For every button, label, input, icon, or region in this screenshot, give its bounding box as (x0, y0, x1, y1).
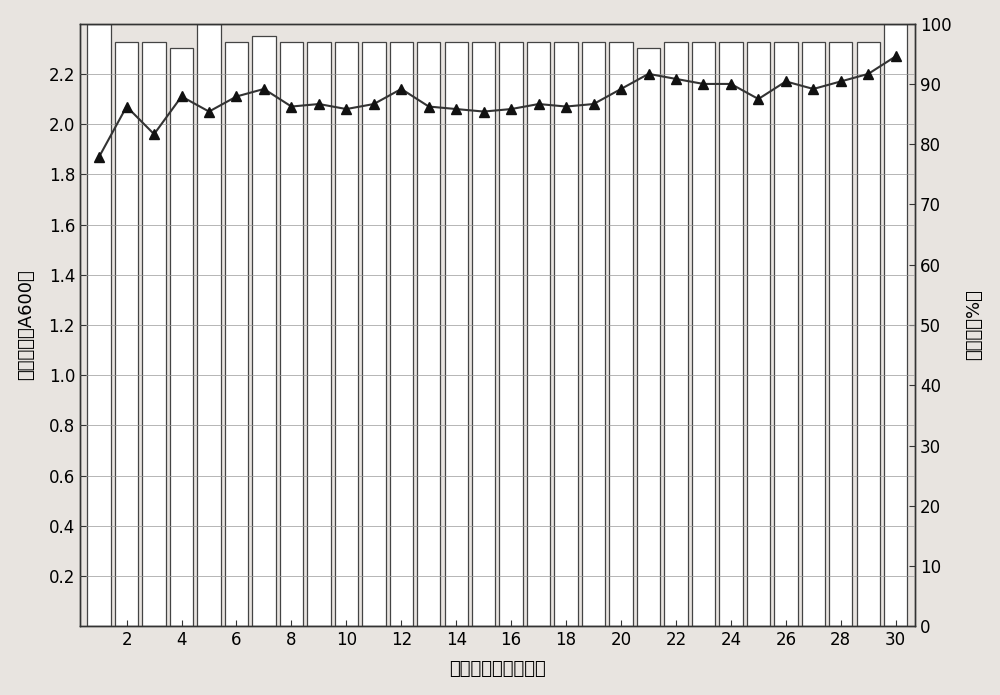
Bar (87, 24, 111, 626)
Bar (582, 42, 605, 626)
Bar (774, 42, 798, 626)
Bar (884, 24, 907, 626)
Bar (637, 48, 660, 626)
Bar (170, 48, 193, 626)
Bar (747, 42, 770, 626)
Bar (307, 42, 331, 626)
Bar (417, 42, 440, 626)
Bar (719, 42, 743, 626)
Bar (390, 42, 413, 626)
Bar (527, 42, 550, 626)
Bar (692, 42, 715, 626)
Bar (664, 42, 688, 626)
Bar (142, 42, 166, 626)
Bar (802, 42, 825, 626)
Y-axis label: 吸光度値（A600）: 吸光度値（A600） (17, 270, 35, 380)
Bar (197, 24, 221, 626)
Bar (857, 42, 880, 626)
Bar (252, 35, 276, 626)
Bar (280, 42, 303, 626)
Bar (335, 42, 358, 626)
Bar (225, 42, 248, 626)
X-axis label: 连续发酵周期（次）: 连续发酵周期（次） (449, 660, 546, 678)
Bar (115, 42, 138, 626)
Bar (554, 42, 578, 626)
Bar (362, 42, 386, 626)
Bar (472, 42, 495, 626)
Bar (829, 42, 852, 626)
Bar (499, 42, 523, 626)
Bar (445, 42, 468, 626)
Bar (609, 42, 633, 626)
Y-axis label: 絮凝率（%）: 絮凝率（%） (965, 290, 983, 361)
